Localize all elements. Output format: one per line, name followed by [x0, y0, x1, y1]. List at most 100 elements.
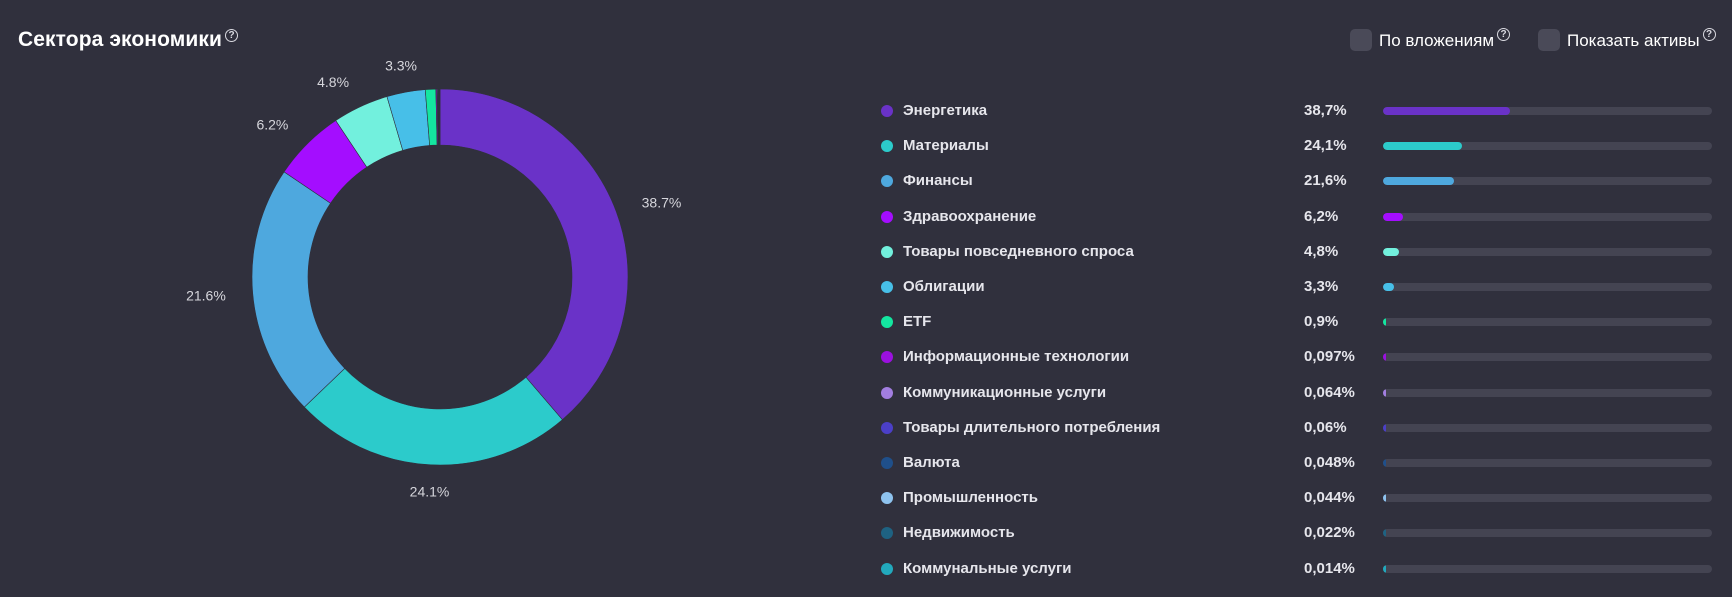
legend-row[interactable]: Финансы 21,6% [881, 170, 1721, 192]
legend-row[interactable]: Материалы 24,1% [881, 135, 1721, 157]
progress-track [1383, 212, 1712, 221]
legend-label: ETF [903, 313, 932, 331]
progress-track [1383, 353, 1712, 362]
slice-label: 38.7% [642, 194, 682, 210]
page-title: Сектора экономики [18, 28, 222, 51]
legend-label: Облигации [903, 278, 985, 295]
legend-dot-icon [881, 175, 893, 188]
progress-fill [1383, 423, 1386, 432]
legend-label: Коммунальные услуги [903, 559, 1072, 577]
legend-percent: 0,014% [1304, 559, 1355, 577]
legend-label: Товары длительного потребления [903, 418, 1161, 436]
legend-dot-icon [881, 386, 893, 399]
legend-row[interactable]: Энергетика 38,7% [881, 100, 1721, 122]
help-icon[interactable]: ? [225, 29, 238, 42]
by-investments-checkbox[interactable]: По вложениям ? [1350, 28, 1511, 51]
legend-row[interactable]: ETF 0,9% [881, 311, 1721, 333]
donut-slice[interactable] [251, 171, 346, 408]
legend-row[interactable]: Недвижимость 0,022% [881, 522, 1721, 544]
donut-slice[interactable] [439, 88, 629, 421]
progress-fill [1383, 247, 1399, 256]
legend-label: Недвижимость [903, 524, 1015, 542]
legend-dot-icon [881, 457, 893, 469]
progress-fill [1383, 212, 1404, 221]
legend-dot-icon [881, 351, 893, 364]
legend-row[interactable]: Товары повседневного спроса 4,8% [881, 241, 1721, 263]
legend-dot-icon [881, 105, 893, 117]
slice-label: 3.3% [385, 58, 417, 74]
legend-percent: 0,06% [1304, 418, 1347, 436]
donut-chart: 38.7% 24.1% 21.6% 6.2% 4.8% 3.3% [186, 58, 682, 500]
legend-dot-icon [881, 421, 893, 434]
by-investments-label[interactable]: По вложениям [1379, 31, 1495, 50]
legend-row[interactable]: Коммунальные услуги 0,014% [881, 558, 1721, 580]
legend-row[interactable]: Валюта 0,048% [881, 452, 1721, 474]
progress-fill [1383, 142, 1463, 151]
progress-track [1383, 283, 1712, 291]
progress-fill [1383, 459, 1386, 467]
help-icon[interactable]: ? [1702, 28, 1716, 41]
progress-fill [1383, 177, 1455, 186]
progress-fill [1383, 283, 1394, 291]
legend-dot-icon [881, 140, 893, 153]
legend-percent: 4,8% [1304, 242, 1339, 260]
legend-row[interactable]: Коммуникационные услуги 0,064% [881, 382, 1721, 404]
progress-track [1383, 247, 1712, 256]
legend-label: Здравоохранение [903, 207, 1037, 225]
progress-fill [1383, 529, 1386, 538]
progress-track [1383, 107, 1712, 115]
legend-percent: 6,2% [1304, 207, 1339, 225]
progress-fill [1383, 318, 1386, 327]
progress-fill [1383, 353, 1386, 362]
section-header: Сектора экономики ? [18, 28, 238, 52]
slice-label: 24.1% [410, 484, 450, 500]
legend-label: Энергетика [903, 102, 988, 119]
slice-label: 21.6% [186, 287, 226, 303]
legend-dot-icon [881, 210, 893, 223]
legend-percent: 0,097% [1304, 348, 1355, 366]
legend-percent: 3,3% [1304, 278, 1339, 295]
legend-dot-icon [881, 527, 893, 540]
legend-row[interactable]: Промышленность 0,044% [881, 487, 1721, 509]
legend-percent: 0,044% [1304, 489, 1355, 507]
legend-label: Материалы [903, 137, 989, 155]
legend-dot-icon [881, 562, 893, 575]
progress-track [1383, 318, 1712, 327]
legend-row[interactable]: Здравоохранение 6,2% [881, 206, 1721, 228]
legend-percent: 0,048% [1304, 454, 1355, 471]
progress-track [1383, 177, 1712, 186]
legend-percent: 38,7% [1304, 102, 1347, 119]
slice-label: 6.2% [256, 117, 288, 133]
legend-percent: 0,9% [1304, 313, 1339, 331]
legend-row[interactable]: Товары длительного потребления 0,06% [881, 417, 1721, 439]
legend-percent: 0,022% [1304, 524, 1355, 542]
legend-dot-icon [881, 492, 893, 505]
help-icon[interactable]: ? [1497, 28, 1511, 41]
show-assets-checkbox[interactable]: Показать активы ? [1538, 28, 1716, 51]
progress-track [1383, 423, 1712, 432]
progress-fill [1383, 388, 1386, 397]
progress-track [1383, 388, 1712, 397]
progress-track [1383, 459, 1712, 467]
legend-dot-icon [881, 281, 893, 293]
legend-label: Информационные технологии [903, 348, 1130, 366]
legend-label: Финансы [903, 172, 973, 190]
legend-label: Валюта [903, 454, 960, 471]
legend-label: Товары повседневного спроса [903, 242, 1134, 260]
progress-track [1383, 564, 1712, 573]
slice-label: 4.8% [317, 74, 349, 90]
checkbox-box[interactable] [1350, 29, 1372, 51]
progress-track [1383, 142, 1712, 151]
progress-fill [1383, 494, 1386, 503]
legend-row[interactable]: Облигации 3,3% [881, 276, 1721, 298]
donut-slice[interactable] [303, 367, 563, 466]
progress-track [1383, 494, 1712, 503]
progress-fill [1383, 107, 1511, 115]
checkbox-box[interactable] [1538, 29, 1560, 51]
show-assets-label[interactable]: Показать активы [1567, 31, 1700, 50]
legend-percent: 24,1% [1304, 137, 1347, 155]
progress-track [1383, 529, 1712, 538]
legend-label: Коммуникационные услуги [903, 383, 1107, 401]
legend-row[interactable]: Информационные технологии 0,097% [881, 346, 1721, 368]
legend-dot-icon [881, 316, 893, 329]
